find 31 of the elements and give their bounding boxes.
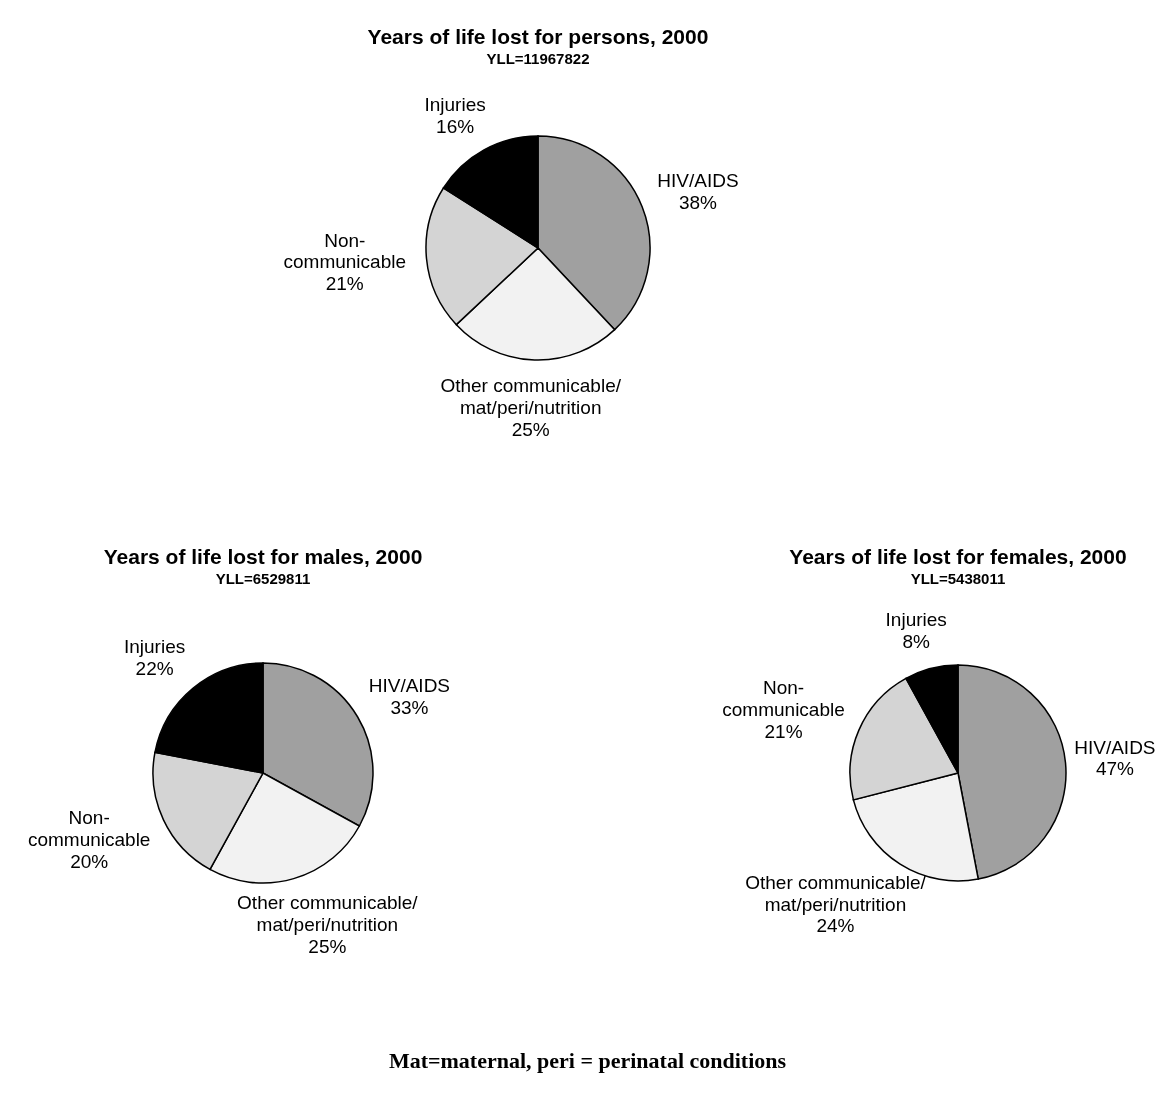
data-label: 24%: [816, 915, 855, 937]
slice-label: Other communicable/mat/peri/nutrition: [237, 891, 419, 935]
chart-title: Years of life lost for persons, 2000: [367, 25, 709, 48]
slice-label: Other communicable/mat/peri/nutrition: [745, 871, 927, 915]
slice-label: HIV/AIDS: [1074, 736, 1156, 758]
slice-label: Injuries: [424, 93, 486, 115]
chart-subtitle: YLL=5438011: [910, 570, 1006, 587]
data-label: 21%: [764, 720, 803, 742]
data-label: 8%: [902, 630, 931, 652]
chart-title: Years of life lost for females, 2000: [789, 545, 1127, 568]
text: Mat=maternal, peri = perinatal conditions: [388, 1048, 787, 1073]
data-label: 47%: [1095, 758, 1135, 780]
data-label: 33%: [390, 696, 429, 718]
slice-label: Injuries: [123, 636, 186, 658]
chart-title: Years of life lost for males, 2000: [103, 545, 423, 568]
slice-label: Non-communicable: [283, 229, 406, 273]
chart-subtitle: YLL=6529811: [215, 570, 311, 587]
slice-label: HIV/AIDS: [657, 170, 739, 192]
slice-label: HIV/AIDS: [368, 675, 451, 697]
chart-subtitle: YLL=11967822: [486, 50, 590, 67]
data-label: 25%: [511, 418, 550, 440]
data-label: 22%: [135, 658, 174, 680]
data-label: 38%: [678, 191, 718, 213]
slice-label: Other communicable/mat/peri/nutrition: [440, 375, 622, 418]
slice-label: Non-communicable: [27, 806, 151, 850]
slice-label: Non-communicable: [722, 677, 845, 720]
data-label: 20%: [70, 850, 109, 872]
data-label: 25%: [308, 935, 347, 957]
data-label: 21%: [325, 273, 364, 295]
slice-label: Injuries: [885, 609, 947, 631]
data-label: 16%: [436, 115, 475, 137]
